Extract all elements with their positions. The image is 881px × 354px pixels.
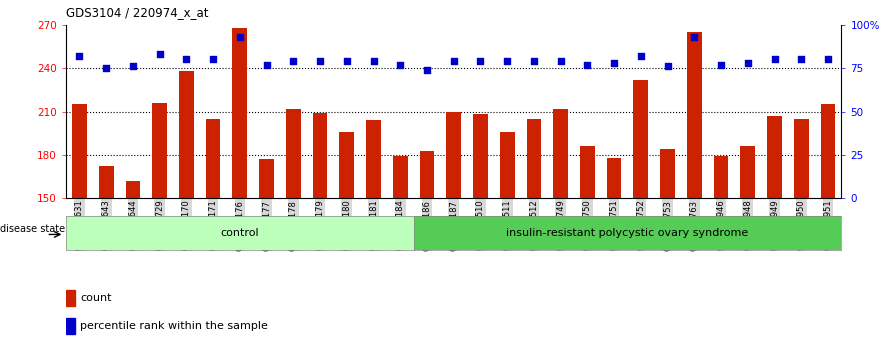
Bar <box>152 103 167 198</box>
Bar <box>419 150 434 198</box>
Bar <box>286 109 300 198</box>
Text: GDS3104 / 220974_x_at: GDS3104 / 220974_x_at <box>66 6 209 19</box>
Text: disease state: disease state <box>0 224 65 234</box>
Point <box>447 58 461 64</box>
Point <box>661 64 675 69</box>
Bar <box>740 146 755 198</box>
Bar <box>553 109 568 198</box>
Bar <box>72 104 87 198</box>
Bar <box>66 318 75 334</box>
Bar <box>393 156 408 198</box>
Point <box>72 53 86 59</box>
Bar <box>66 290 75 306</box>
Point <box>794 57 808 62</box>
Bar <box>447 112 461 198</box>
Bar <box>366 120 381 198</box>
Point <box>420 67 434 73</box>
Bar <box>607 158 621 198</box>
Bar <box>527 119 541 198</box>
Text: control: control <box>220 228 259 238</box>
Bar <box>206 119 220 198</box>
Text: percentile rank within the sample: percentile rank within the sample <box>80 321 268 331</box>
Point <box>473 58 487 64</box>
Bar <box>767 116 781 198</box>
Point <box>767 57 781 62</box>
Point <box>741 60 755 66</box>
Bar <box>660 149 675 198</box>
Point <box>633 53 648 59</box>
Point <box>500 58 515 64</box>
Point <box>100 65 114 71</box>
Bar <box>687 32 701 198</box>
Point <box>553 58 567 64</box>
Point <box>206 57 220 62</box>
Point <box>126 64 140 69</box>
Text: insulin-resistant polycystic ovary syndrome: insulin-resistant polycystic ovary syndr… <box>507 228 749 238</box>
Point <box>313 58 327 64</box>
Bar <box>233 28 248 198</box>
Bar <box>259 159 274 198</box>
Point <box>687 34 701 40</box>
Bar <box>500 132 515 198</box>
Point <box>260 62 274 68</box>
Point <box>607 60 621 66</box>
Point <box>180 57 194 62</box>
Point <box>821 57 835 62</box>
Bar <box>313 113 328 198</box>
Point <box>393 62 407 68</box>
Point <box>233 34 247 40</box>
Text: count: count <box>80 293 112 303</box>
Point <box>152 51 167 57</box>
Point <box>366 58 381 64</box>
Bar <box>179 71 194 198</box>
Bar <box>99 166 114 198</box>
Point <box>286 58 300 64</box>
Bar <box>126 181 140 198</box>
Point <box>340 58 354 64</box>
Point <box>581 62 595 68</box>
Point <box>527 58 541 64</box>
Bar <box>714 156 729 198</box>
Bar <box>339 132 354 198</box>
Bar <box>633 80 648 198</box>
Point <box>714 62 728 68</box>
Bar <box>820 104 835 198</box>
Bar <box>580 146 595 198</box>
Bar <box>794 119 809 198</box>
Bar <box>473 114 488 198</box>
